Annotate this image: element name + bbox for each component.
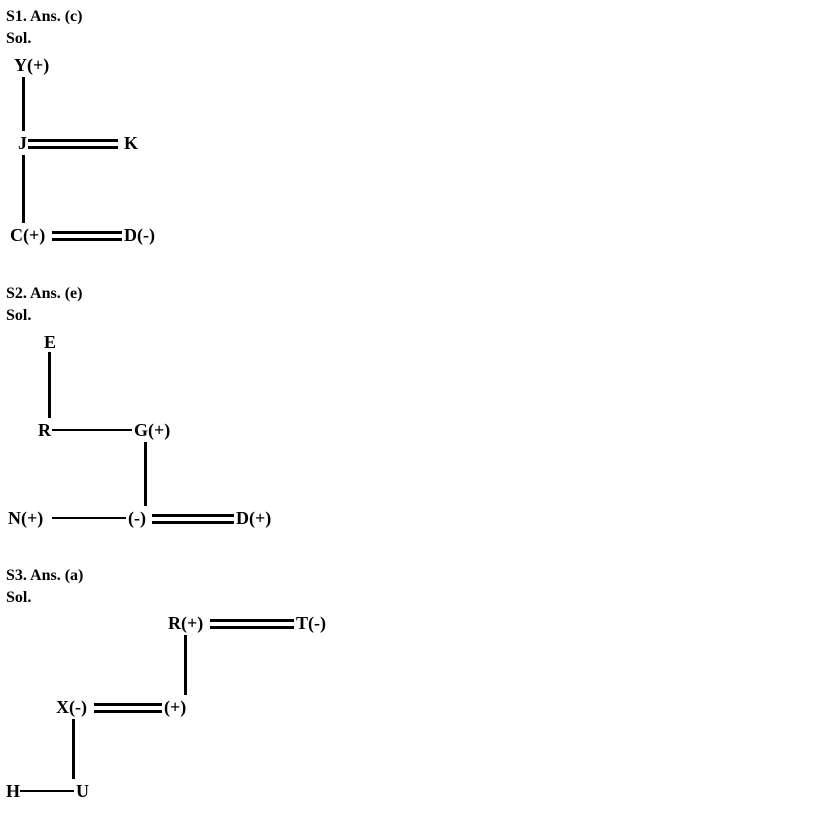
connector-vertical: [144, 442, 147, 506]
connector-double-horizontal: [210, 626, 294, 629]
connector-horizontal: [20, 790, 74, 792]
connector-double-horizontal: [94, 710, 162, 713]
s1-answer-header: S1. Ans. (c): [6, 6, 821, 28]
node-s1-j: J: [18, 133, 27, 154]
connector-double-horizontal: [52, 231, 122, 234]
node-s1-k: K: [124, 133, 138, 154]
node-s3-u: U: [76, 781, 89, 802]
node-s2-e: E: [44, 332, 56, 353]
connector-vertical: [22, 77, 25, 131]
s2-answer-header: S2. Ans. (e): [6, 283, 821, 305]
s3-answer-header: S3. Ans. (a): [6, 565, 821, 587]
node-s2-g: G(+): [134, 420, 170, 441]
connector-vertical: [48, 352, 51, 418]
connector-double-horizontal: [152, 521, 234, 524]
connector-double-horizontal: [210, 619, 294, 622]
s2-diagram: E R G(+) N(+) (-) D(+): [6, 332, 326, 547]
connector-double-horizontal: [94, 703, 162, 706]
connector-double-horizontal: [28, 146, 118, 149]
s3-diagram: R(+) T(-) X(-) (+) H U: [6, 613, 346, 813]
node-s2-r: R: [38, 420, 51, 441]
connector-vertical: [22, 155, 25, 223]
s3-sol-label: Sol.: [6, 587, 821, 609]
node-s1-d: D(-): [124, 225, 155, 246]
node-s3-pos: (+): [164, 697, 186, 718]
node-s2-d: D(+): [236, 508, 271, 529]
node-s3-h: H: [6, 781, 20, 802]
node-s2-n: N(+): [8, 508, 43, 529]
node-s3-r: R(+): [168, 613, 203, 634]
node-s1-y: Y(+): [14, 55, 49, 76]
node-s1-c: C(+): [10, 225, 45, 246]
s1-sol-label: Sol.: [6, 28, 821, 50]
connector-double-horizontal: [152, 514, 234, 517]
node-s3-x: X(-): [56, 697, 87, 718]
s1-diagram: Y(+) J K C(+) D(-): [6, 55, 306, 265]
connector-double-horizontal: [52, 238, 122, 241]
connector-horizontal: [52, 517, 126, 519]
connector-horizontal: [52, 429, 132, 431]
node-s3-t: T(-): [296, 613, 326, 634]
s2-sol-label: Sol.: [6, 305, 821, 327]
node-s2-neg: (-): [128, 508, 146, 529]
connector-vertical: [72, 719, 75, 779]
connector-double-horizontal: [28, 139, 118, 142]
connector-vertical: [184, 635, 187, 695]
